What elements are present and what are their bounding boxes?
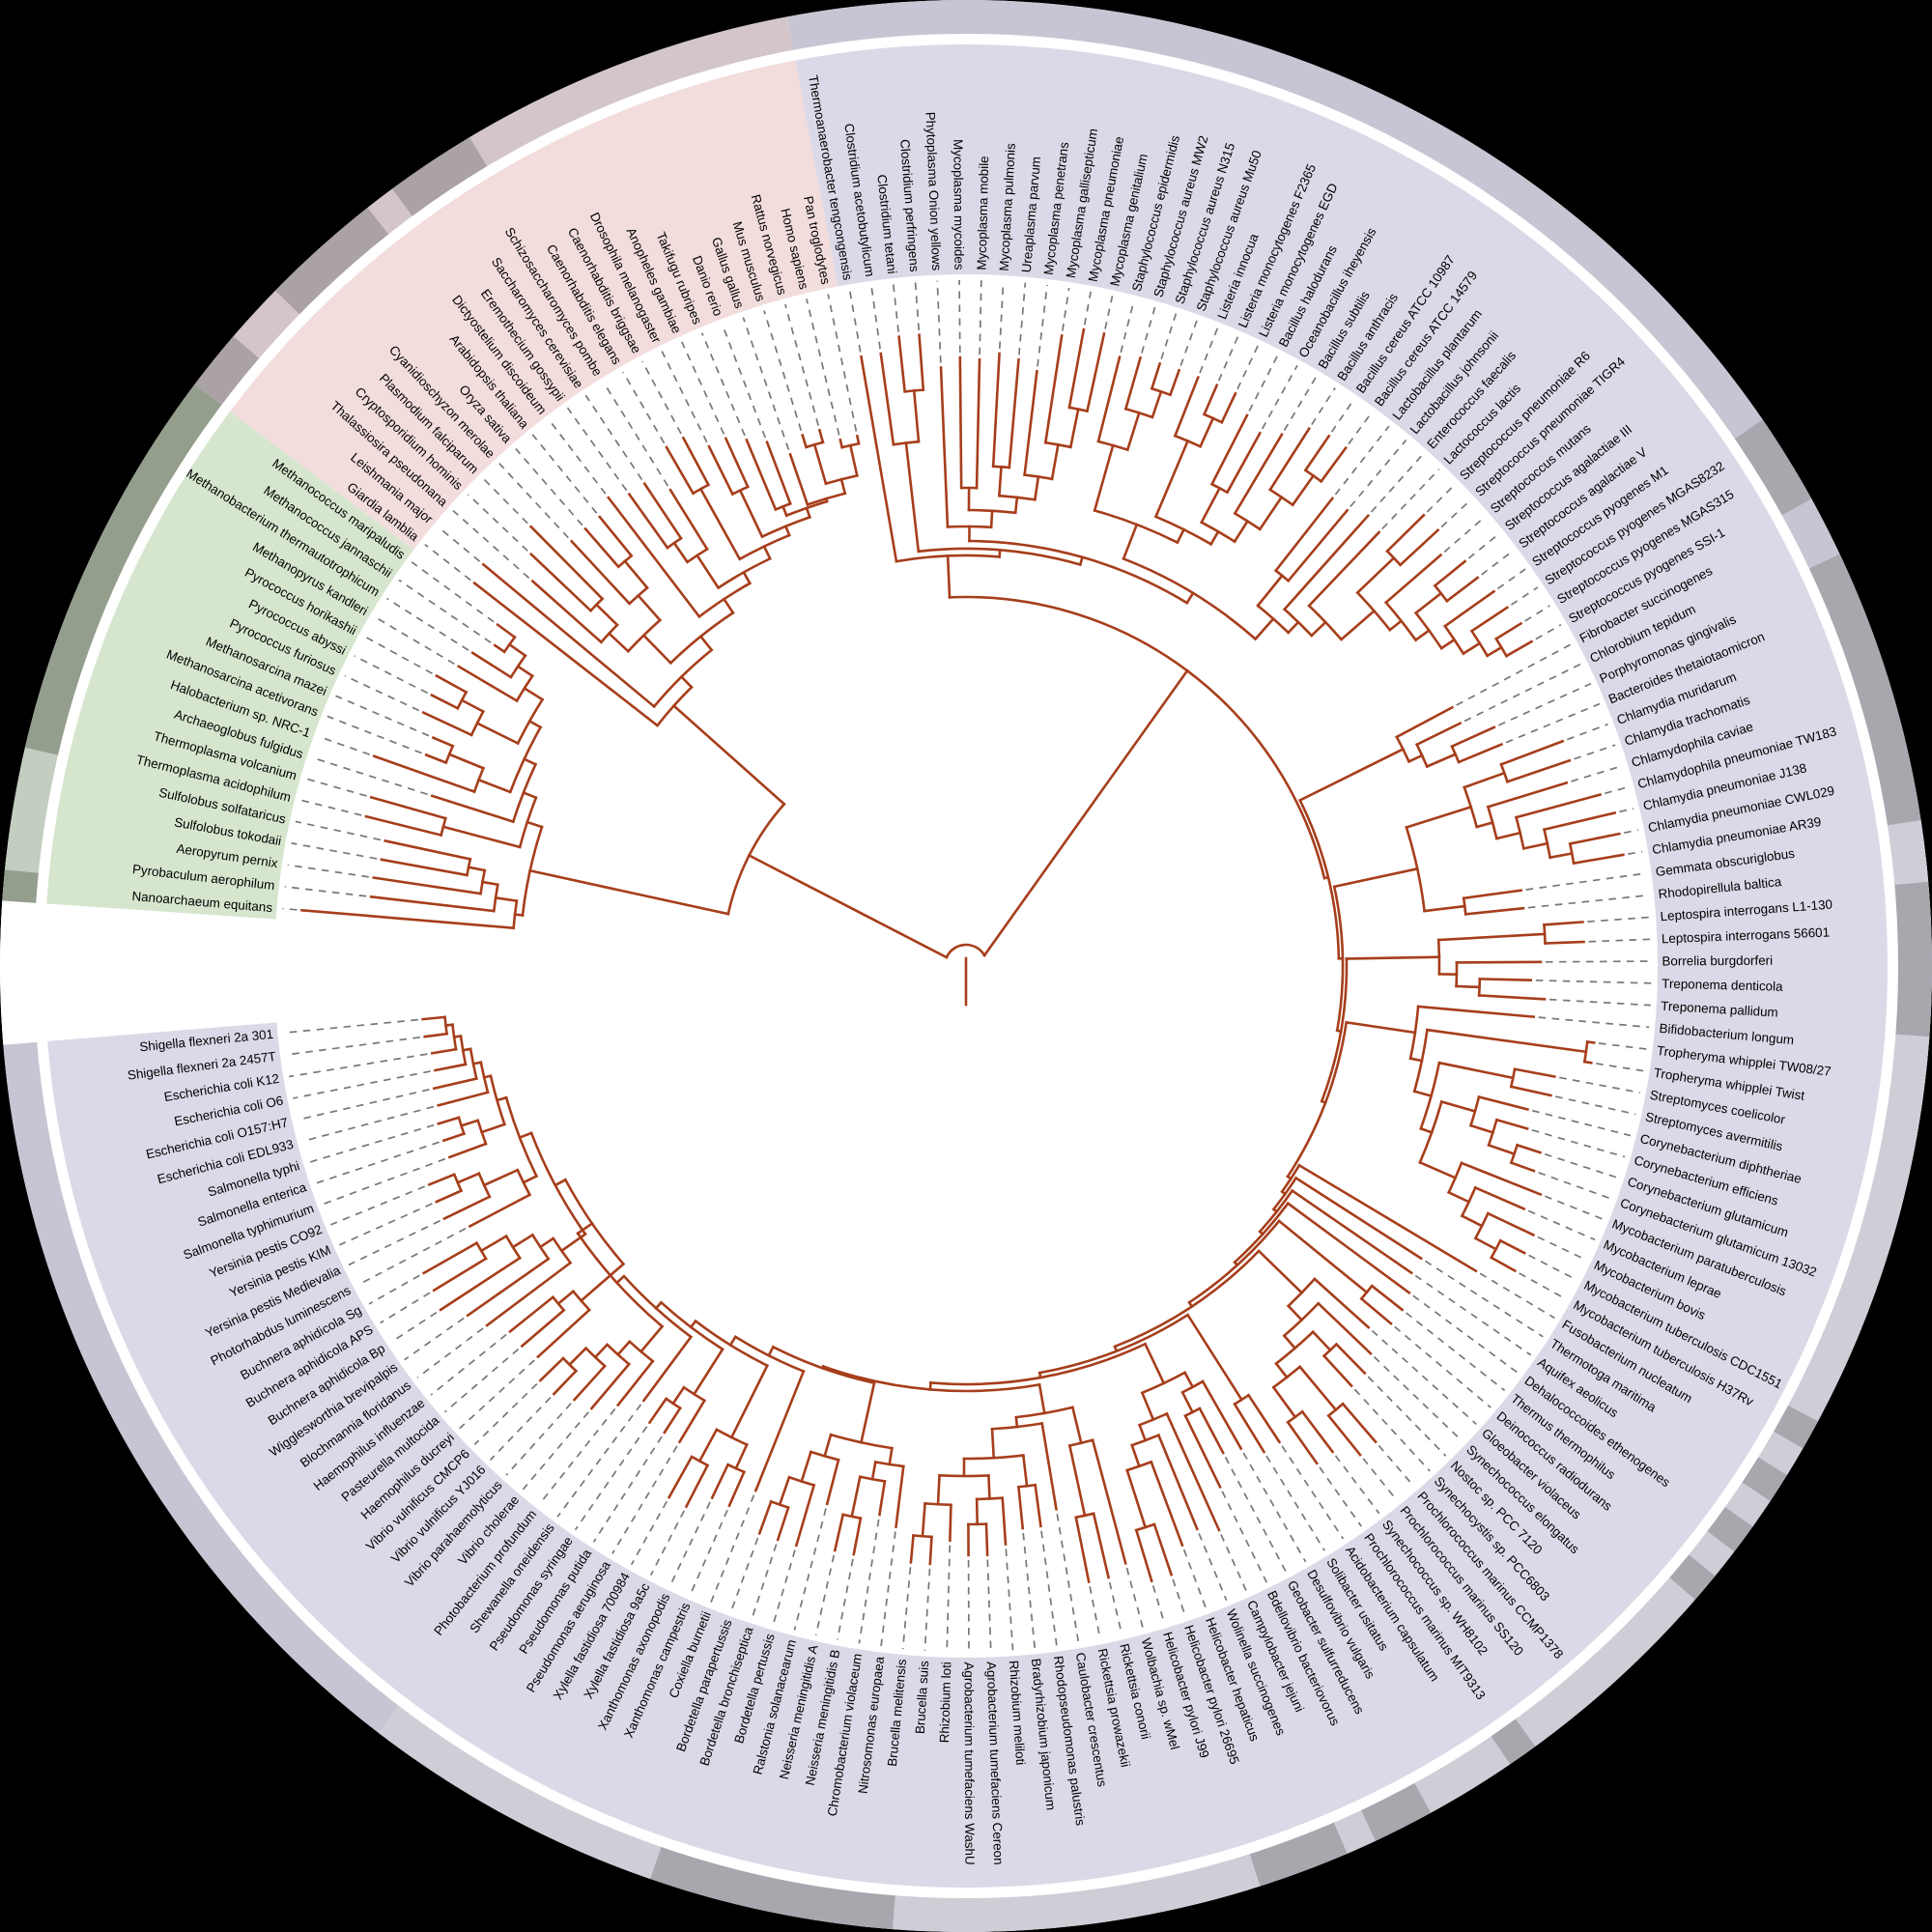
svg-text:Leptospira interrogans 56601: Leptospira interrogans 56601 — [1662, 925, 1831, 947]
svg-text:Mycoplasma pulmonis: Mycoplasma pulmonis — [997, 143, 1018, 271]
svg-text:Treponema pallidum: Treponema pallidum — [1661, 999, 1778, 1020]
svg-text:Rhizobium meliloti: Rhizobium meliloti — [1007, 1660, 1028, 1765]
svg-text:Borrelia burgdorferi: Borrelia burgdorferi — [1662, 953, 1773, 969]
svg-text:Mycoplasma mobile: Mycoplasma mobile — [975, 156, 992, 270]
svg-text:Mycoplasma mycoides: Mycoplasma mycoides — [951, 139, 966, 270]
svg-text:Phytoplasma Onion yellows: Phytoplasma Onion yellows — [923, 111, 944, 270]
svg-text:Brucella suis: Brucella suis — [913, 1660, 932, 1734]
svg-text:Treponema denticola: Treponema denticola — [1662, 977, 1783, 994]
svg-text:Agrobacterium tumefaciens Wash: Agrobacterium tumefaciens WashU — [962, 1662, 978, 1864]
svg-text:Rhizobium loti: Rhizobium loti — [937, 1662, 953, 1744]
